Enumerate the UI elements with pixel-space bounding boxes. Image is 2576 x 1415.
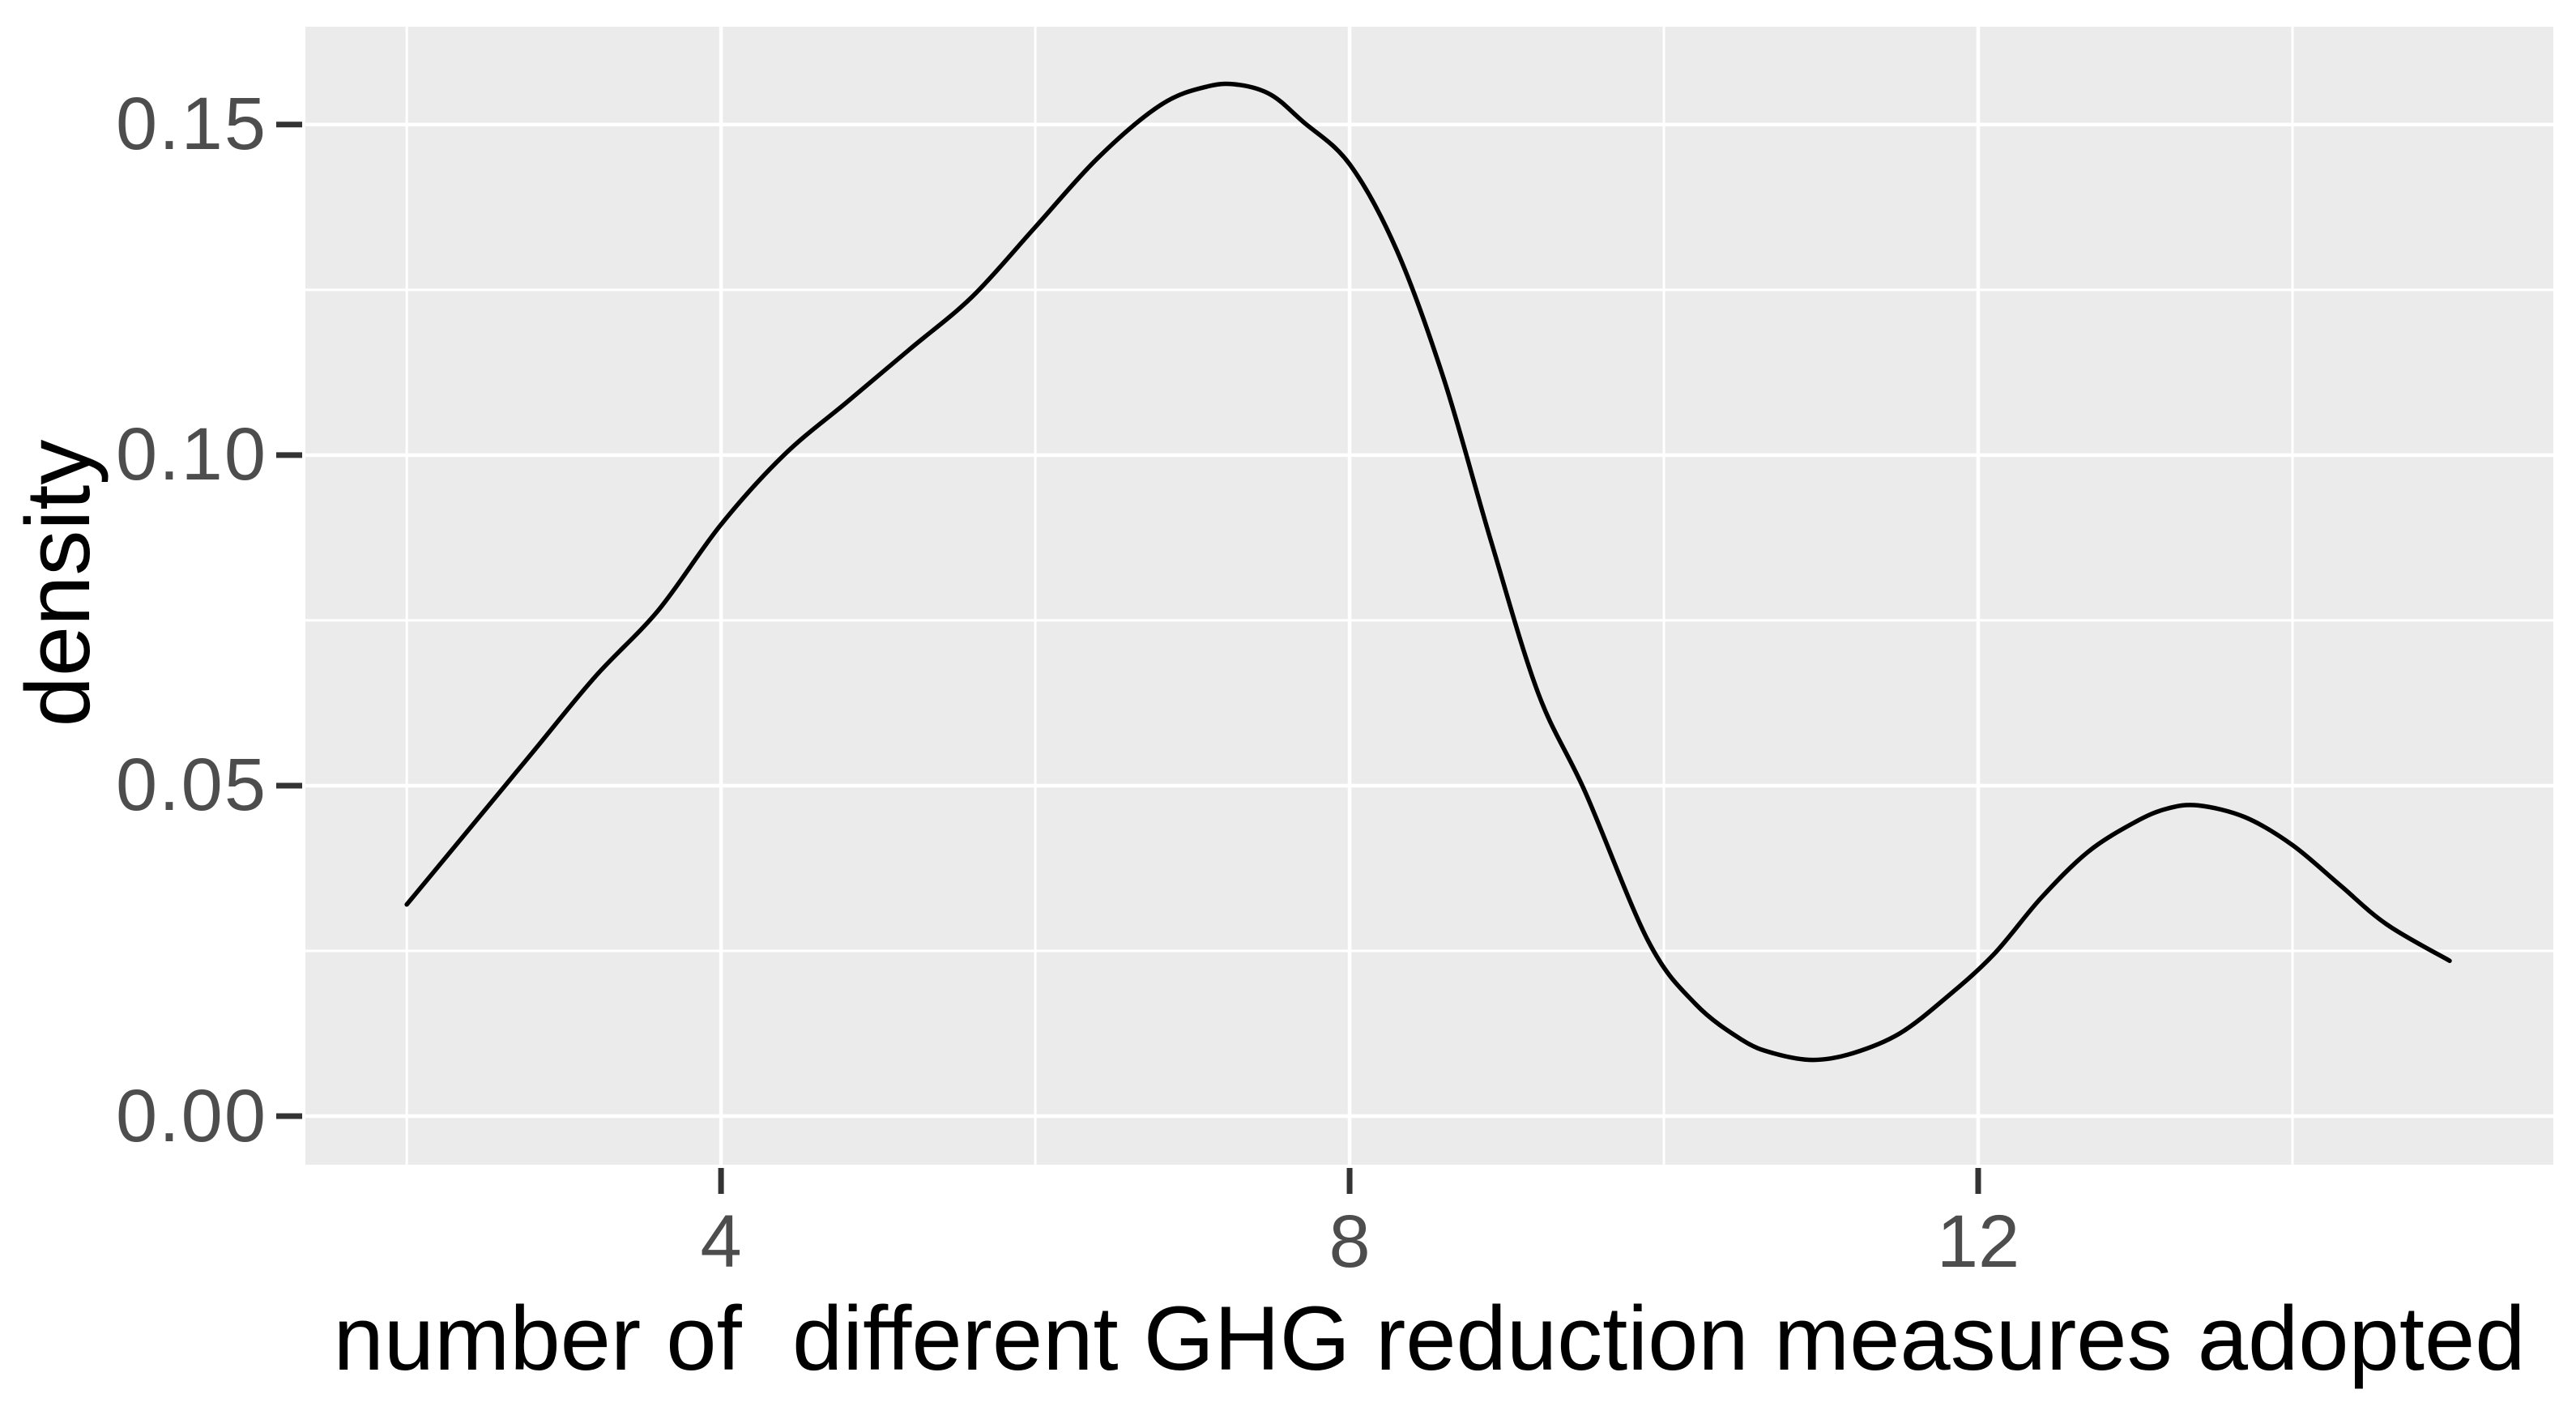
x-tick-label-12: 12 xyxy=(1936,1200,2020,1283)
x-axis-title: number of different GHG reduction measur… xyxy=(333,1288,2526,1389)
y-tick-label-0.00: 0.00 xyxy=(115,1074,267,1157)
y-axis-title: density xyxy=(7,439,109,727)
y-tick-label-0.05: 0.05 xyxy=(115,744,267,827)
panel-background xyxy=(305,27,2553,1165)
x-tick-label-4: 4 xyxy=(700,1200,742,1283)
y-tick-label-0.10: 0.10 xyxy=(115,413,267,497)
x-tick-label-8: 8 xyxy=(1329,1200,1371,1283)
density-curve xyxy=(404,81,2452,1063)
y-tick-label-0.15: 0.15 xyxy=(115,83,267,166)
